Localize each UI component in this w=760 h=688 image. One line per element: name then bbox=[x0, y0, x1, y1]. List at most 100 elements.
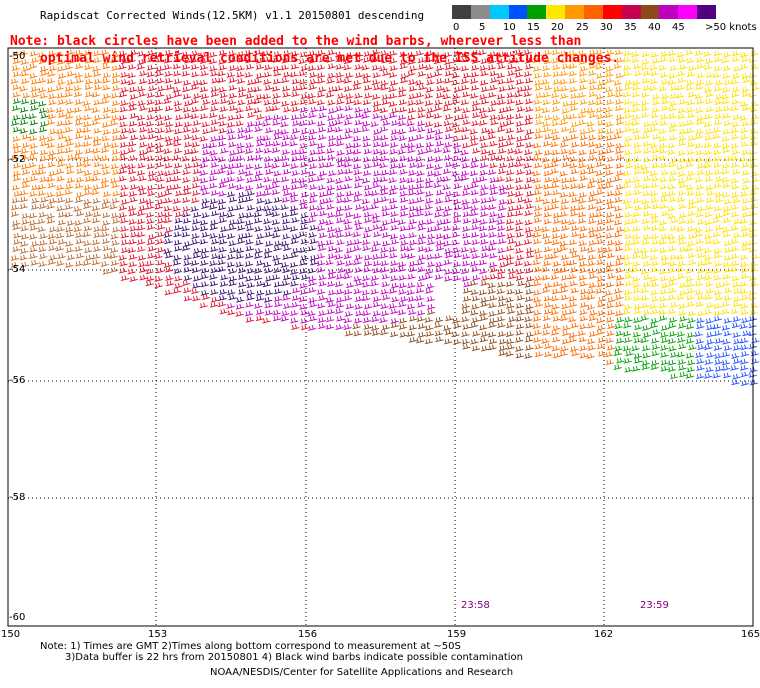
wind-barb bbox=[488, 196, 497, 203]
wind-barb bbox=[506, 92, 515, 99]
wind-barb bbox=[523, 197, 533, 204]
wind-barb bbox=[271, 105, 280, 112]
wind-barb bbox=[13, 58, 22, 64]
wind-barb bbox=[271, 147, 281, 153]
wind-barb bbox=[650, 281, 660, 288]
wind-barb bbox=[433, 147, 443, 154]
wind-barb bbox=[532, 323, 541, 329]
wind-barb bbox=[723, 120, 732, 126]
wind-barb bbox=[236, 71, 245, 78]
wind-barb bbox=[73, 85, 82, 91]
wind-barb bbox=[749, 128, 759, 135]
wind-barb bbox=[112, 85, 121, 92]
wind-barb bbox=[263, 176, 272, 183]
wind-barb bbox=[210, 105, 219, 112]
wind-barb bbox=[183, 266, 192, 273]
wind-barb bbox=[316, 175, 325, 182]
wind-barb bbox=[364, 190, 373, 197]
wind-barb bbox=[282, 254, 291, 260]
wind-barb bbox=[471, 64, 480, 71]
wind-barb bbox=[102, 106, 112, 113]
wind-barb bbox=[93, 154, 102, 161]
wind-barb bbox=[343, 324, 352, 330]
wind-barb bbox=[291, 324, 300, 330]
wind-barb bbox=[697, 267, 706, 274]
wind-barb bbox=[129, 196, 138, 203]
wind-barb bbox=[246, 204, 255, 211]
wind-barb bbox=[489, 70, 498, 77]
wind-barb bbox=[155, 142, 164, 149]
wind-barb bbox=[13, 232, 22, 239]
wind-barb bbox=[10, 262, 20, 268]
wind-barb bbox=[731, 253, 740, 260]
wind-barb bbox=[685, 245, 694, 252]
wind-barb bbox=[255, 73, 265, 79]
wind-barb bbox=[156, 154, 165, 161]
wind-barb bbox=[571, 252, 580, 259]
wind-barb bbox=[615, 310, 624, 317]
wind-barb bbox=[462, 190, 471, 196]
wind-barb bbox=[102, 129, 111, 135]
wind-barb bbox=[534, 351, 544, 358]
wind-barb bbox=[362, 295, 371, 302]
wind-barb bbox=[659, 176, 668, 183]
wind-barb bbox=[712, 217, 721, 224]
wind-barb bbox=[479, 310, 488, 317]
wind-barb bbox=[48, 245, 57, 252]
wind-barb bbox=[523, 162, 532, 169]
wind-barb bbox=[201, 156, 211, 163]
wind-barb bbox=[434, 134, 443, 141]
wind-barb bbox=[697, 260, 706, 267]
wind-barb bbox=[254, 49, 263, 56]
wind-barb bbox=[74, 119, 84, 126]
wind-barb bbox=[462, 142, 471, 149]
wind-barb bbox=[362, 239, 371, 246]
wind-barb bbox=[506, 63, 516, 70]
wind-barb bbox=[478, 259, 488, 266]
wind-barb bbox=[497, 331, 507, 337]
wind-barb bbox=[667, 190, 677, 197]
wind-barb bbox=[289, 140, 298, 147]
wind-barb bbox=[219, 308, 228, 315]
wind-barb bbox=[298, 58, 307, 65]
wind-barb bbox=[408, 93, 417, 100]
wind-barb bbox=[235, 120, 244, 127]
wind-barb bbox=[488, 338, 498, 345]
wind-barb bbox=[478, 176, 488, 182]
wind-barb bbox=[667, 294, 677, 301]
wind-barb bbox=[596, 189, 605, 195]
wind-barb bbox=[436, 176, 445, 183]
wind-barb bbox=[544, 302, 553, 308]
wind-barb bbox=[643, 148, 652, 154]
wind-barb bbox=[480, 155, 490, 161]
wind-barb bbox=[381, 281, 390, 288]
wind-barb bbox=[389, 142, 399, 148]
wind-barb bbox=[677, 337, 686, 343]
wind-barb bbox=[193, 275, 202, 282]
wind-barb bbox=[256, 290, 265, 296]
wind-barb bbox=[739, 218, 749, 224]
wind-barb bbox=[624, 273, 633, 280]
wind-barb bbox=[182, 197, 191, 203]
wind-barb bbox=[525, 169, 534, 176]
wind-barb bbox=[346, 247, 355, 254]
wind-barb bbox=[298, 148, 307, 155]
wind-barb bbox=[460, 246, 469, 253]
wind-barb bbox=[190, 64, 199, 70]
wind-barb bbox=[406, 177, 415, 184]
wind-barb bbox=[85, 57, 94, 64]
wind-barb bbox=[677, 273, 686, 280]
wind-barb bbox=[695, 301, 704, 308]
wind-barb bbox=[442, 147, 451, 154]
wind-barb bbox=[640, 287, 649, 294]
wind-barb bbox=[74, 149, 84, 156]
wind-barb bbox=[12, 126, 21, 133]
wind-barb bbox=[524, 219, 533, 226]
wind-barb bbox=[156, 77, 165, 84]
wind-barb bbox=[714, 197, 724, 203]
wind-barb bbox=[318, 219, 327, 225]
wind-barb bbox=[722, 338, 731, 345]
wind-barb bbox=[697, 344, 706, 351]
wind-barb bbox=[677, 190, 686, 196]
wind-barb bbox=[425, 147, 434, 154]
